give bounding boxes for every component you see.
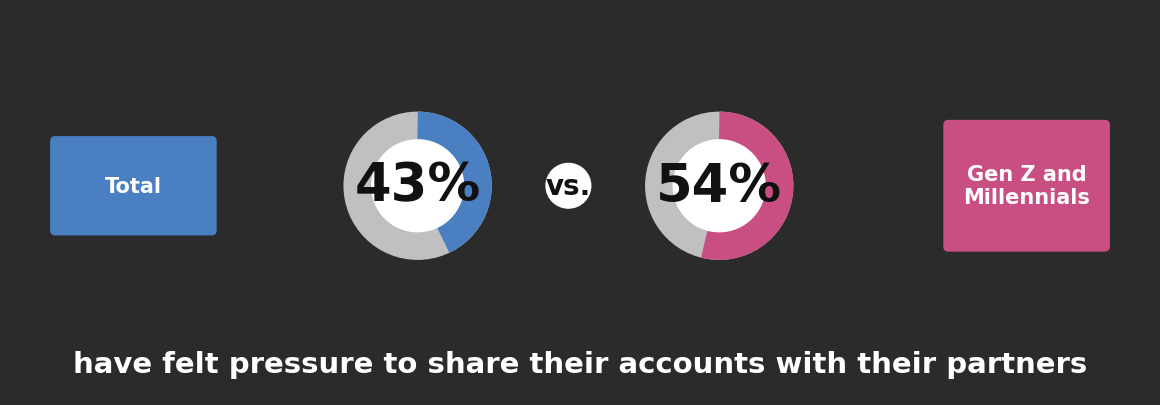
Text: 54%: 54% [657, 160, 782, 212]
Circle shape [371, 141, 464, 232]
Circle shape [673, 141, 766, 232]
Text: Gen Z and
Millennials: Gen Z and Millennials [963, 165, 1090, 208]
FancyBboxPatch shape [943, 121, 1110, 252]
Text: have felt pressure to share their accounts with their partners: have felt pressure to share their accoun… [73, 351, 1087, 378]
Text: 43%: 43% [355, 160, 480, 212]
Circle shape [546, 164, 590, 209]
FancyBboxPatch shape [50, 137, 217, 236]
Text: Total: Total [104, 176, 162, 196]
Text: vs.: vs. [545, 173, 592, 200]
